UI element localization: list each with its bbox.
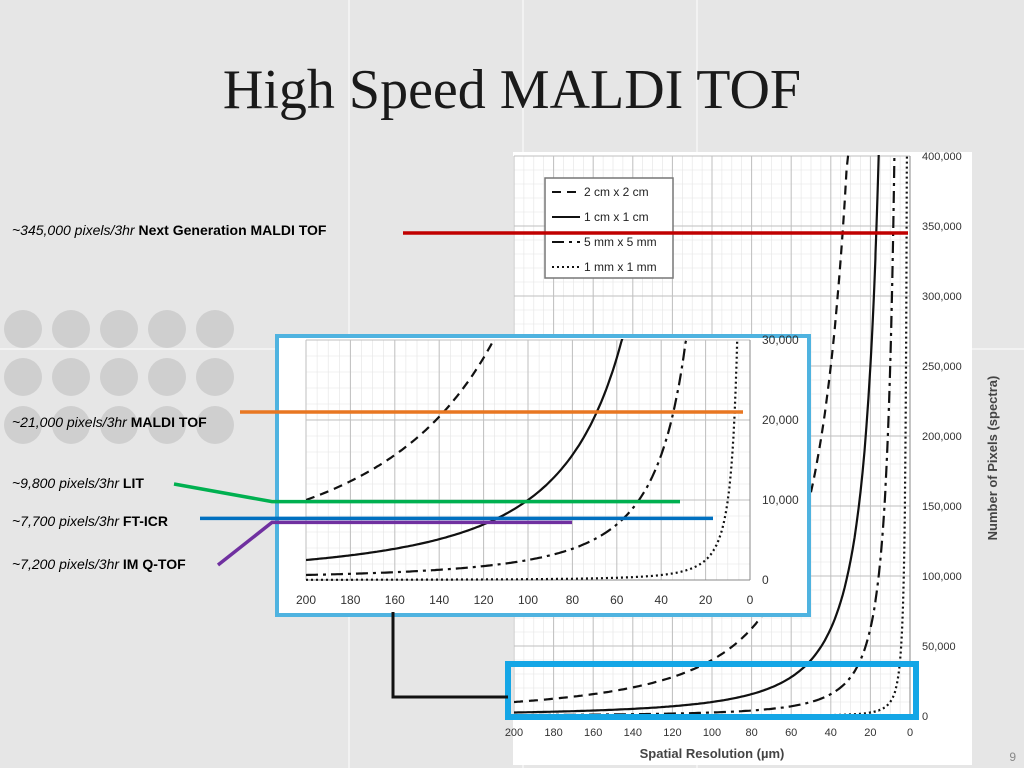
background-dot — [52, 358, 90, 396]
x-tick-label: 40 — [825, 727, 837, 739]
legend-label: 5 mm x 5 mm — [584, 235, 657, 249]
legend-label: 1 cm x 1 cm — [584, 210, 649, 224]
x-tick-label: 120 — [663, 727, 681, 739]
background-dot — [52, 310, 90, 348]
x-tick-label: 100 — [518, 593, 538, 607]
background-dot — [148, 310, 186, 348]
y-tick-label: 20,000 — [762, 413, 799, 427]
background-dot — [100, 310, 138, 348]
y-tick-label: 0 — [922, 711, 928, 723]
legend-label: 2 cm x 2 cm — [584, 185, 649, 199]
annotation-value: ~21,000 pixels/3hr — [12, 414, 127, 430]
series-line-dashed — [306, 339, 496, 502]
series-line-solid — [306, 339, 624, 562]
y-tick-label: 100,000 — [922, 571, 962, 583]
x-tick-label: 0 — [747, 593, 754, 607]
annotation-label: ~9,800 pixels/3hr LIT — [12, 475, 144, 491]
chart-panel — [280, 339, 806, 612]
y-tick-label: 30,000 — [762, 333, 799, 347]
slide-title: High Speed MALDI TOF — [222, 59, 802, 121]
annotation-line — [173, 482, 680, 504]
annotation-value: ~7,700 pixels/3hr — [12, 513, 120, 529]
background-dot — [4, 358, 42, 396]
x-tick-label: 80 — [745, 727, 757, 739]
chart-legend: 2 cm x 2 cm 1 cm x 1 cm 5 mm x 5 mm 1 mm x … — [544, 177, 674, 279]
background-dot — [196, 406, 234, 444]
y-tick-label: 150,000 — [922, 501, 962, 513]
y-tick-label: 350,000 — [922, 221, 962, 233]
x-tick-label: 140 — [624, 727, 642, 739]
x-tick-label: 140 — [429, 593, 449, 607]
y-tick-label: 10,000 — [762, 493, 799, 507]
background-dot — [148, 358, 186, 396]
annotation-value: ~9,800 pixels/3hr — [12, 475, 120, 491]
annotation-value: ~7,200 pixels/3hr — [12, 556, 120, 572]
zoom-connector — [391, 612, 508, 699]
background-dot — [52, 406, 90, 444]
annotation-instrument: FT-ICR — [122, 513, 169, 529]
annotation-instrument: IM Q-TOF — [122, 556, 186, 572]
annotation-label: ~21,000 pixels/3hr MALDI TOF — [12, 414, 207, 430]
y-tick-label: 50,000 — [922, 641, 956, 653]
annotation-label: ~7,700 pixels/3hr FT-ICR — [12, 513, 168, 529]
background-dot — [196, 358, 234, 396]
x-tick-label: 200 — [505, 727, 523, 739]
annotation-instrument: Next Generation MALDI TOF — [138, 222, 327, 238]
x-tick-label: 60 — [610, 593, 624, 607]
page-number: 9 — [1009, 750, 1016, 764]
y-tick-label: 300,000 — [922, 291, 962, 303]
x-tick-label: 20 — [699, 593, 713, 607]
background-dot — [4, 310, 42, 348]
annotation-label: ~345,000 pixels/3hr Next Generation MALD… — [12, 222, 326, 238]
x-tick-label: 180 — [340, 593, 360, 607]
series-line-solid — [514, 155, 880, 714]
annotation-instrument: LIT — [122, 475, 144, 491]
y-tick-label: 400,000 — [922, 151, 962, 163]
x-tick-label: 60 — [785, 727, 797, 739]
background-dot — [100, 358, 138, 396]
inset-chart: 200 180 160 140 120 100 80 60 40 20 0010,00020,000… — [280, 333, 806, 612]
x-tick-label: 160 — [385, 593, 405, 607]
y-tick-label: 250,000 — [922, 361, 962, 373]
legend-label: 1 mm x 1 mm — [584, 260, 657, 274]
annotation-label: ~7,200 pixels/3hr IM Q-TOF — [12, 556, 186, 572]
x-tick-label: 160 — [584, 727, 602, 739]
background-dot — [4, 406, 42, 444]
background-dot — [196, 310, 234, 348]
x-axis-title: Spatial Resolution (µm) — [640, 746, 785, 761]
y-tick-label: 0 — [762, 573, 769, 587]
x-tick-label: 0 — [907, 727, 913, 739]
y-tick-label: 200,000 — [922, 431, 962, 443]
annotation-line — [216, 520, 572, 567]
x-tick-label: 20 — [864, 727, 876, 739]
background-dot — [148, 406, 186, 444]
x-tick-label: 200 — [296, 593, 316, 607]
x-tick-label: 100 — [703, 727, 721, 739]
background-dot — [100, 406, 138, 444]
annotation-instrument: MALDI TOF — [130, 414, 207, 430]
zoom-highlight-box — [505, 661, 919, 720]
annotation-value: ~345,000 pixels/3hr — [12, 222, 135, 238]
x-tick-label: 40 — [655, 593, 669, 607]
legend-box — [544, 177, 674, 279]
y-axis-title: Number of Pixels (spectra) — [985, 376, 1000, 541]
x-tick-label: 180 — [544, 727, 562, 739]
x-tick-label: 120 — [474, 593, 494, 607]
x-tick-label: 80 — [566, 593, 580, 607]
